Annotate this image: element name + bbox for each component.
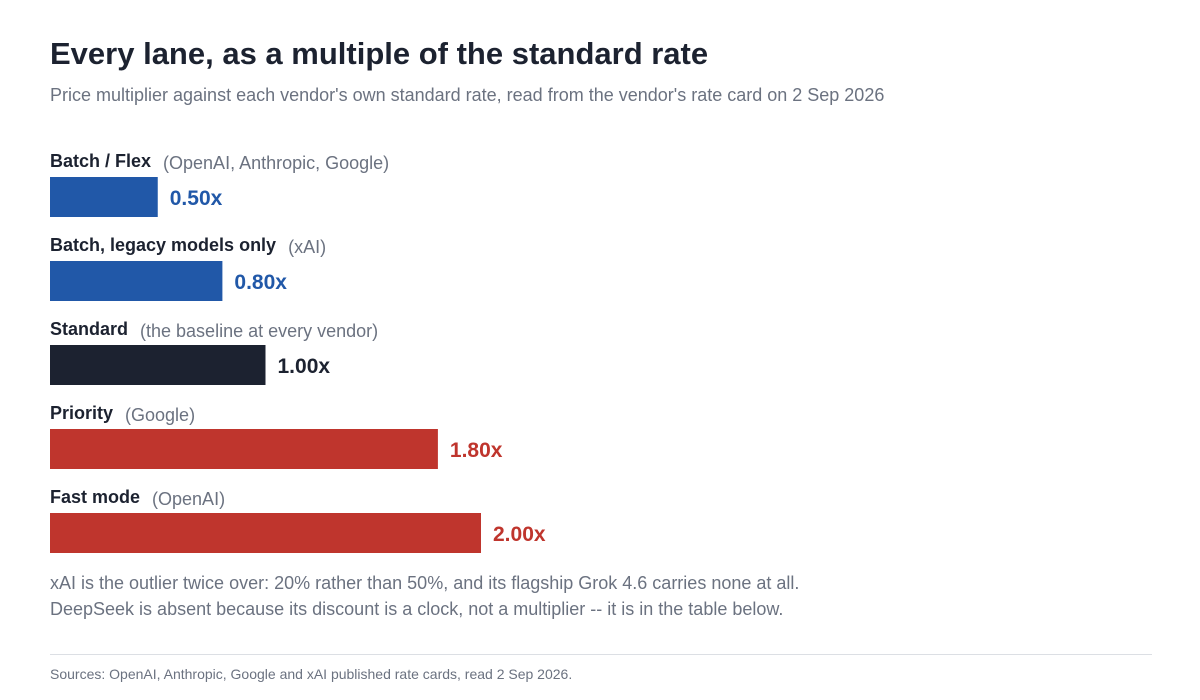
category-note-priority: (Google) <box>125 405 195 425</box>
bar-batch-flex <box>50 177 158 217</box>
footnote-xai: xAI is the outlier twice over: 20% rathe… <box>50 573 800 593</box>
source-note: Sources: OpenAI, Anthropic, Google and x… <box>50 666 573 682</box>
category-note-batch-flex: (OpenAI, Anthropic, Google) <box>163 153 389 173</box>
bar-fast-mode <box>50 513 481 553</box>
chart-subtitle: Price multiplier against each vendor's o… <box>50 85 885 105</box>
category-note-standard: (the baseline at every vendor) <box>140 321 378 341</box>
value-label-standard: 1.00x <box>278 355 331 378</box>
bar-batch-legacy-models-only <box>50 261 223 301</box>
value-label-priority: 1.80x <box>450 439 503 462</box>
category-label-standard: Standard <box>50 319 128 339</box>
category-note-batch-legacy-models-only: (xAI) <box>288 237 326 257</box>
category-label-priority: Priority <box>50 403 113 423</box>
divider <box>50 654 1152 655</box>
bar-priority <box>50 429 438 469</box>
chart-title: Every lane, as a multiple of the standar… <box>50 36 709 71</box>
value-label-batch-flex: 0.50x <box>170 187 223 210</box>
value-label-fast-mode: 2.00x <box>493 523 546 546</box>
footnote-deepseek: DeepSeek is absent because its discount … <box>50 599 784 619</box>
category-label-fast-mode: Fast mode <box>50 487 140 507</box>
category-note-fast-mode: (OpenAI) <box>152 489 225 509</box>
category-label-batch-flex: Batch / Flex <box>50 151 151 171</box>
bar-standard <box>50 345 266 385</box>
value-label-batch-legacy-models-only: 0.80x <box>234 271 287 294</box>
category-label-batch-legacy-models-only: Batch, legacy models only <box>50 235 276 255</box>
